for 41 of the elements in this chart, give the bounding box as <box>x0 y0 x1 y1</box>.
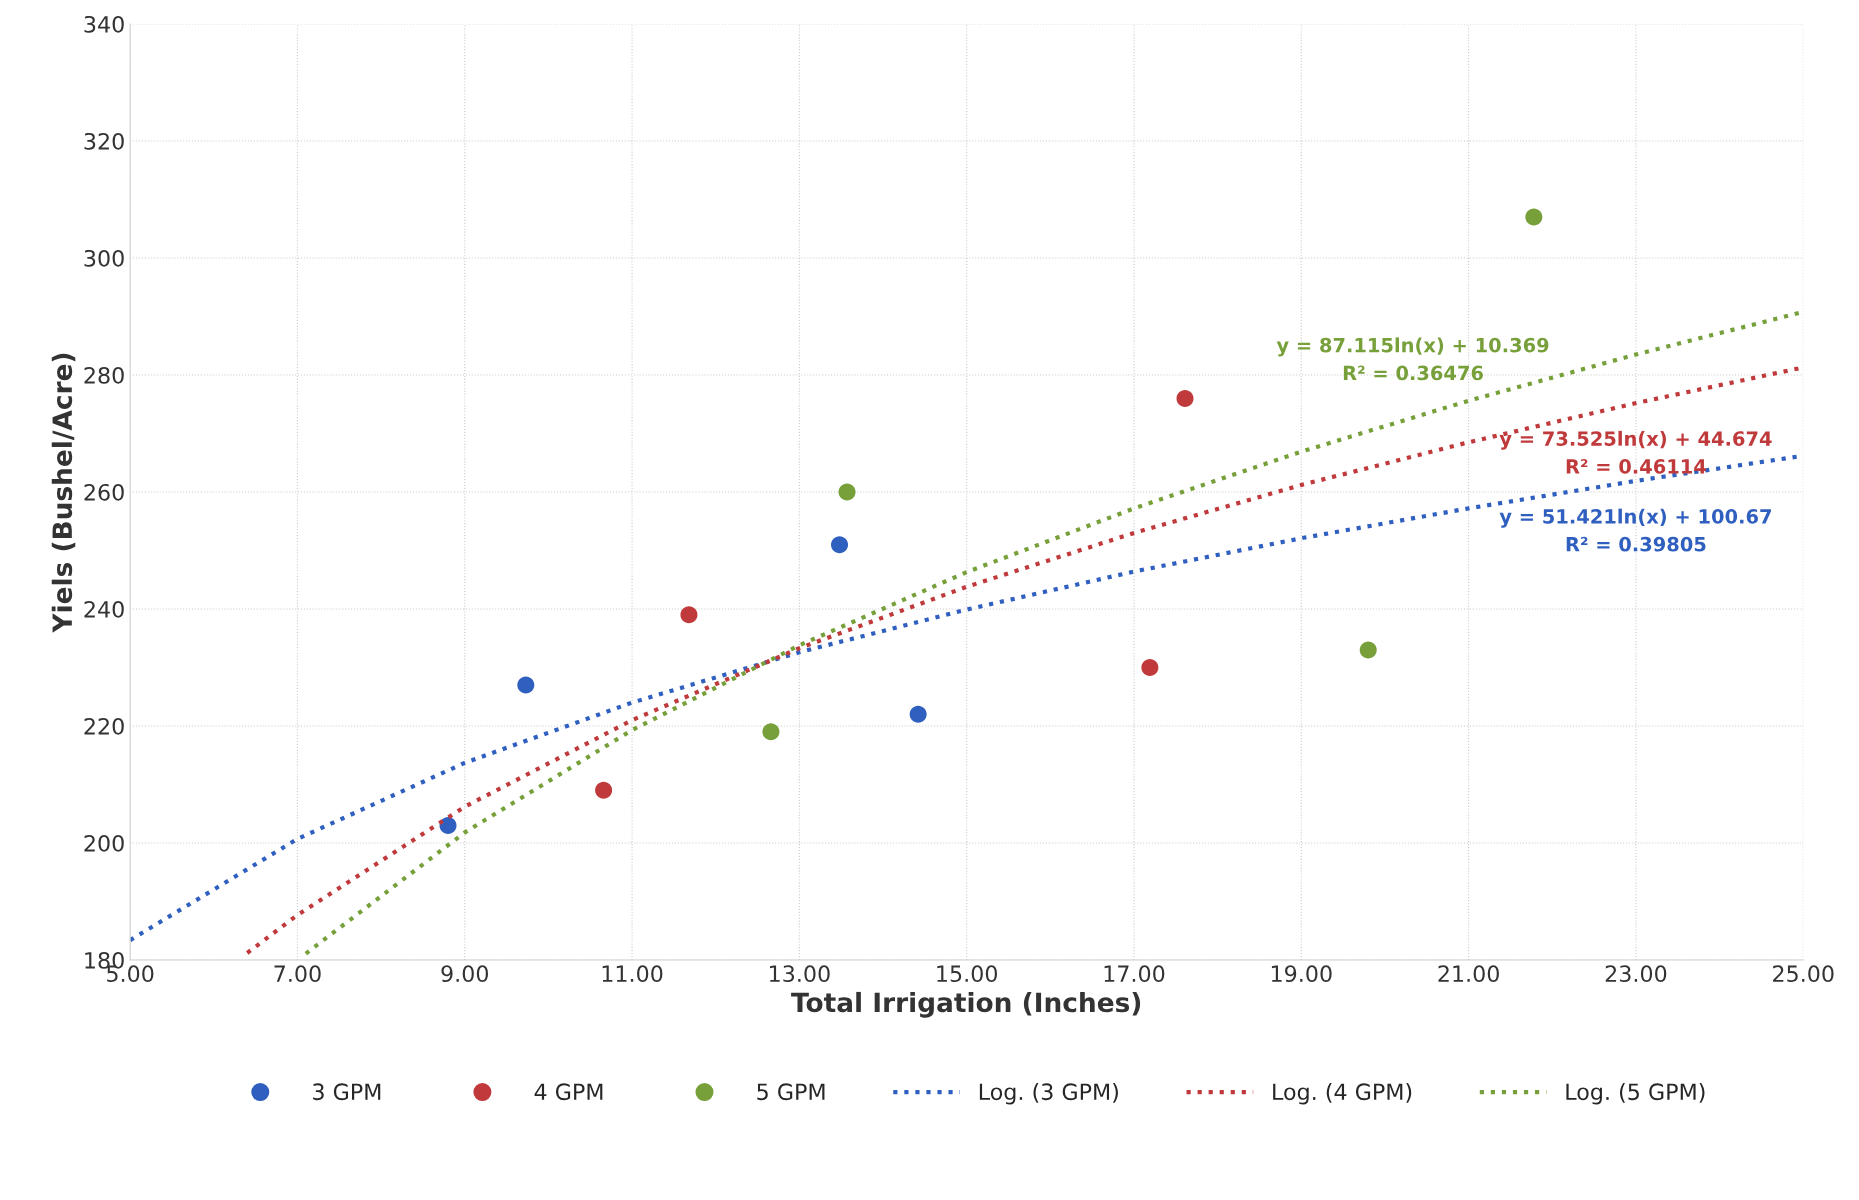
x-tick-label: 13.00 <box>770 965 830 983</box>
point <box>831 536 849 554</box>
point <box>680 606 698 624</box>
x-tick-label: 11.00 <box>602 965 663 983</box>
legend-label: Log. (5 GPM) <box>1566 1082 1705 1105</box>
x-tick-label: 25.00 <box>1773 965 1834 983</box>
y-tick-label: 280 <box>84 366 124 384</box>
point <box>909 705 927 723</box>
point <box>838 483 856 501</box>
x-tick-label: 19.00 <box>1271 965 1332 983</box>
point <box>439 816 457 834</box>
x-tick-label: 17.00 <box>1104 965 1165 983</box>
y-tick-label: 300 <box>84 249 124 267</box>
y-tick-label: 320 <box>84 132 124 150</box>
y-tick-label: 340 <box>84 15 124 33</box>
point <box>1525 208 1543 226</box>
y-axis-title: Yiels (Bushel/Acre) <box>51 353 76 633</box>
legend-label: 3 GPM <box>313 1083 381 1101</box>
annotation: y = 87.115ln(x) + 10.369 R² = 0.36476 <box>1276 337 1549 381</box>
annotation: y = 73.525ln(x) + 44.674 R² = 0.46114 <box>1499 430 1772 474</box>
point <box>517 676 535 694</box>
y-tick-label: 240 <box>84 600 124 618</box>
point <box>595 781 613 799</box>
y-tick-label: 260 <box>84 483 124 501</box>
legend-label: 4 GPM <box>534 1083 603 1101</box>
annotation: y = 51.421ln(x) + 100.67 R² = 0.39805 <box>1499 508 1771 552</box>
legend-label: 5 GPM <box>757 1083 825 1101</box>
x-tick-label: 9.00 <box>441 965 489 983</box>
x-tick-label: 23.00 <box>1605 965 1667 983</box>
x-tick-label: 15.00 <box>937 965 998 983</box>
point <box>1141 658 1159 677</box>
x-tick-label: 21.00 <box>1438 965 1499 983</box>
point <box>1359 641 1377 659</box>
legend-label: Log. (3 GPM) <box>979 1082 1118 1105</box>
y-tick-label: 220 <box>84 717 124 735</box>
x-tick-label: 7.00 <box>274 965 321 983</box>
point <box>1176 389 1194 407</box>
point <box>762 723 780 741</box>
x-axis-title: Total Irrigation (Inches) <box>791 991 1141 1018</box>
y-tick-label: 200 <box>84 834 124 852</box>
legend-label: Log. (4 GPM) <box>1273 1082 1412 1105</box>
